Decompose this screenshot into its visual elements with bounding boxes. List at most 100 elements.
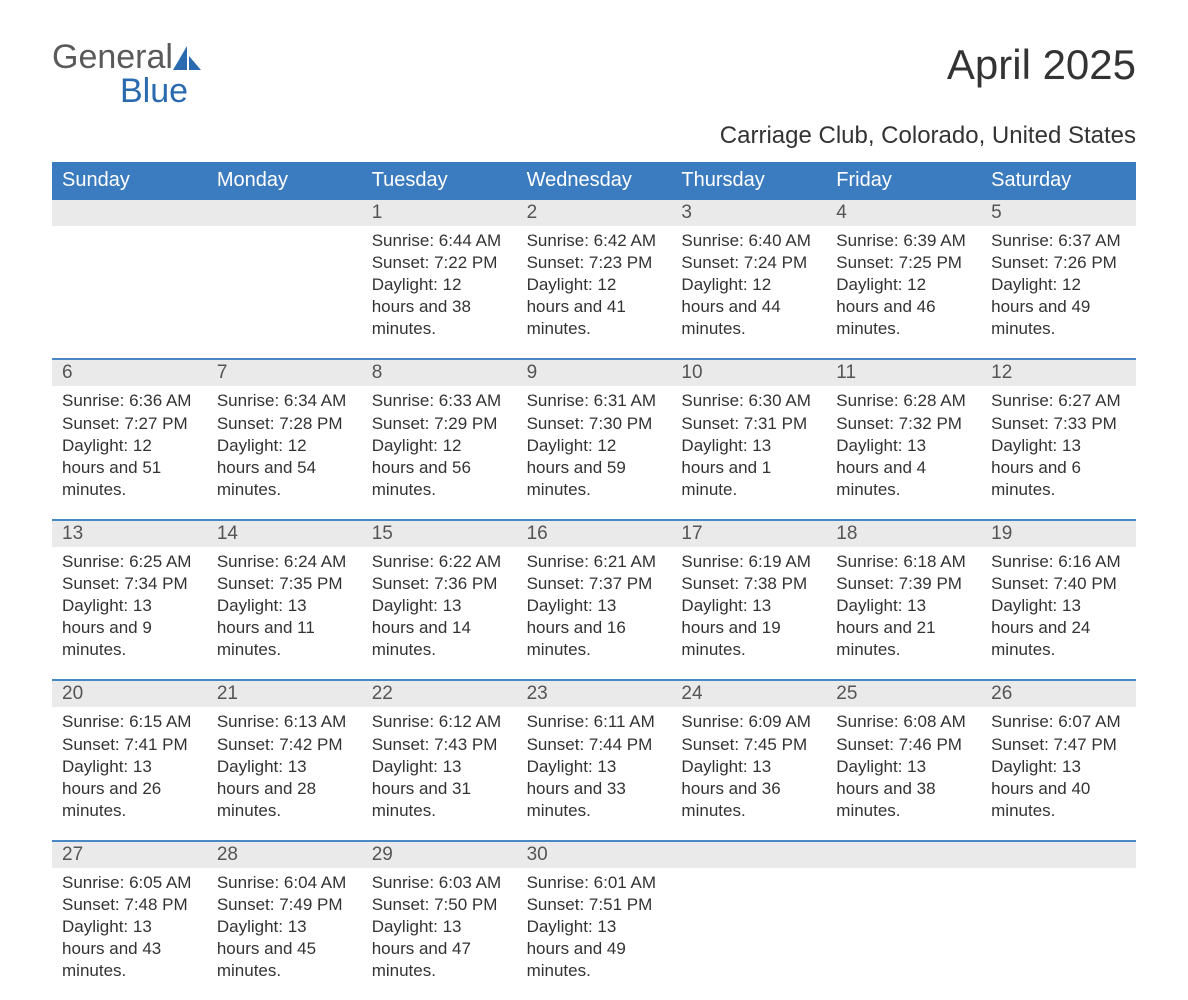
sunrise-line: Sunrise: 6:19 AM [681,551,816,573]
daylight-line: Daylight: 13 hours and 45 minutes. [217,916,352,982]
daylight-line: Daylight: 12 hours and 56 minutes. [372,435,507,501]
day-number: 17 [671,521,826,547]
day-cell: Sunrise: 6:42 AMSunset: 7:23 PMDaylight:… [517,226,672,358]
day-number: 12 [981,360,1136,386]
day-number [52,200,207,226]
sunset-line: Sunset: 7:49 PM [217,894,352,916]
daylight-line: Daylight: 13 hours and 9 minutes. [62,595,197,661]
day-number: 6 [52,360,207,386]
day-cell: Sunrise: 6:21 AMSunset: 7:37 PMDaylight:… [517,547,672,679]
day-header-thursday: Thursday [671,162,826,200]
sunrise-line: Sunrise: 6:37 AM [991,230,1126,252]
day-number: 24 [671,681,826,707]
day-number [826,842,981,868]
sunrise-line: Sunrise: 6:04 AM [217,872,352,894]
sunset-line: Sunset: 7:36 PM [372,573,507,595]
daycontent-row: Sunrise: 6:25 AMSunset: 7:34 PMDaylight:… [52,547,1136,679]
day-cell: Sunrise: 6:19 AMSunset: 7:38 PMDaylight:… [671,547,826,679]
sunset-line: Sunset: 7:42 PM [217,734,352,756]
daylight-line: Daylight: 12 hours and 54 minutes. [217,435,352,501]
sunset-line: Sunset: 7:50 PM [372,894,507,916]
daylight-line: Daylight: 12 hours and 46 minutes. [836,274,971,340]
day-cell: Sunrise: 6:12 AMSunset: 7:43 PMDaylight:… [362,707,517,839]
daylight-line: Daylight: 13 hours and 24 minutes. [991,595,1126,661]
daylight-line: Daylight: 13 hours and 4 minutes. [836,435,971,501]
day-header-friday: Friday [826,162,981,200]
logo-text: General Blue [52,40,201,108]
day-cell [207,226,362,358]
daylight-line: Daylight: 13 hours and 36 minutes. [681,756,816,822]
sunrise-line: Sunrise: 6:15 AM [62,711,197,733]
calendar-week: 12345Sunrise: 6:44 AMSunset: 7:22 PMDayl… [52,200,1136,358]
sunrise-line: Sunrise: 6:44 AM [372,230,507,252]
day-cell: Sunrise: 6:08 AMSunset: 7:46 PMDaylight:… [826,707,981,839]
day-number [981,842,1136,868]
day-number: 14 [207,521,362,547]
daylight-line: Daylight: 13 hours and 40 minutes. [991,756,1126,822]
day-cell: Sunrise: 6:05 AMSunset: 7:48 PMDaylight:… [52,868,207,1000]
day-number: 19 [981,521,1136,547]
daylight-line: Daylight: 13 hours and 6 minutes. [991,435,1126,501]
daylight-line: Daylight: 12 hours and 44 minutes. [681,274,816,340]
sunset-line: Sunset: 7:46 PM [836,734,971,756]
sunrise-line: Sunrise: 6:18 AM [836,551,971,573]
daylight-line: Daylight: 13 hours and 33 minutes. [527,756,662,822]
sunrise-line: Sunrise: 6:27 AM [991,390,1126,412]
sunrise-line: Sunrise: 6:07 AM [991,711,1126,733]
day-number: 29 [362,842,517,868]
day-cell: Sunrise: 6:11 AMSunset: 7:44 PMDaylight:… [517,707,672,839]
sunset-line: Sunset: 7:45 PM [681,734,816,756]
day-cell: Sunrise: 6:34 AMSunset: 7:28 PMDaylight:… [207,386,362,518]
sunset-line: Sunset: 7:38 PM [681,573,816,595]
sunrise-line: Sunrise: 6:11 AM [527,711,662,733]
day-cell: Sunrise: 6:27 AMSunset: 7:33 PMDaylight:… [981,386,1136,518]
daylight-line: Daylight: 12 hours and 38 minutes. [372,274,507,340]
daynum-row: 20212223242526 [52,681,1136,707]
day-number: 23 [517,681,672,707]
day-number: 18 [826,521,981,547]
day-cell [671,868,826,1000]
calendar-week: 6789101112Sunrise: 6:36 AMSunset: 7:27 P… [52,358,1136,518]
day-cell: Sunrise: 6:40 AMSunset: 7:24 PMDaylight:… [671,226,826,358]
daycontent-row: Sunrise: 6:44 AMSunset: 7:22 PMDaylight:… [52,226,1136,358]
day-cell: Sunrise: 6:22 AMSunset: 7:36 PMDaylight:… [362,547,517,679]
sunset-line: Sunset: 7:32 PM [836,413,971,435]
day-cell: Sunrise: 6:39 AMSunset: 7:25 PMDaylight:… [826,226,981,358]
day-cell: Sunrise: 6:37 AMSunset: 7:26 PMDaylight:… [981,226,1136,358]
day-number: 9 [517,360,672,386]
sail-icon [173,46,201,70]
daynum-row: 6789101112 [52,360,1136,386]
daylight-line: Daylight: 13 hours and 28 minutes. [217,756,352,822]
sunset-line: Sunset: 7:39 PM [836,573,971,595]
day-number: 20 [52,681,207,707]
sunrise-line: Sunrise: 6:22 AM [372,551,507,573]
sunset-line: Sunset: 7:34 PM [62,573,197,595]
daycontent-row: Sunrise: 6:05 AMSunset: 7:48 PMDaylight:… [52,868,1136,1000]
daylight-line: Daylight: 13 hours and 49 minutes. [527,916,662,982]
daylight-line: Daylight: 13 hours and 47 minutes. [372,916,507,982]
sunset-line: Sunset: 7:26 PM [991,252,1126,274]
day-number: 8 [362,360,517,386]
day-header-tuesday: Tuesday [362,162,517,200]
day-cell [52,226,207,358]
day-cell: Sunrise: 6:16 AMSunset: 7:40 PMDaylight:… [981,547,1136,679]
day-header-sunday: Sunday [52,162,207,200]
day-header-monday: Monday [207,162,362,200]
calendar-header-row: Sunday Monday Tuesday Wednesday Thursday… [52,162,1136,200]
day-number: 26 [981,681,1136,707]
day-number: 11 [826,360,981,386]
sunset-line: Sunset: 7:47 PM [991,734,1126,756]
sunset-line: Sunset: 7:48 PM [62,894,197,916]
day-number: 3 [671,200,826,226]
day-cell: Sunrise: 6:24 AMSunset: 7:35 PMDaylight:… [207,547,362,679]
sunrise-line: Sunrise: 6:42 AM [527,230,662,252]
sunrise-line: Sunrise: 6:31 AM [527,390,662,412]
calendar: Sunday Monday Tuesday Wednesday Thursday… [52,162,1136,1000]
day-number: 22 [362,681,517,707]
daynum-row: 12345 [52,200,1136,226]
calendar-week: 13141516171819Sunrise: 6:25 AMSunset: 7:… [52,519,1136,679]
day-cell: Sunrise: 6:33 AMSunset: 7:29 PMDaylight:… [362,386,517,518]
sunrise-line: Sunrise: 6:25 AM [62,551,197,573]
day-number: 21 [207,681,362,707]
daylight-line: Daylight: 13 hours and 21 minutes. [836,595,971,661]
